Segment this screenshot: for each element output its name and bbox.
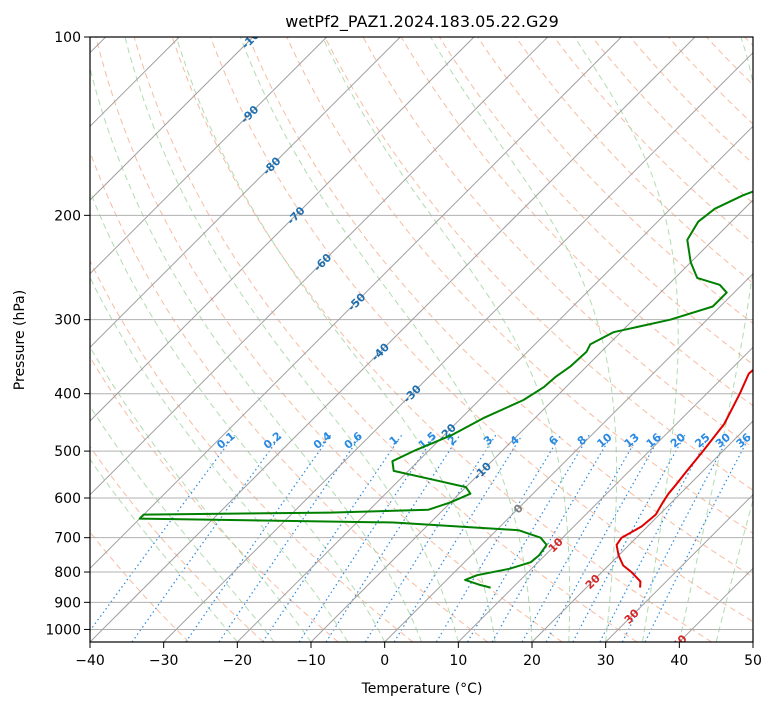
mixing-ratio-line (621, 434, 731, 642)
dry-adiabat-line (90, 259, 414, 642)
sounding-series (138, 190, 753, 589)
moist-adiabat-line (90, 405, 275, 642)
y-tick-label: 700 (54, 531, 81, 547)
y-tick-label: 400 (54, 387, 81, 403)
isotherm-line (236, 125, 753, 642)
x-tick-label: 30 (597, 653, 615, 669)
axis-ticks: −40 −30 −20 −10 0 10 20 30 40 50 100 200 300 400 500 60… (45, 30, 762, 669)
isotherm-line (531, 420, 753, 642)
isotherm-line (310, 199, 753, 642)
mixing-ratio-line (435, 434, 562, 642)
y-tick-label: 1000 (45, 622, 81, 638)
moist-adiabat-line (678, 37, 753, 642)
dry-adiabat-line (400, 37, 753, 407)
isotherm-label: 40 (670, 632, 690, 652)
mixing-ratio-line (545, 434, 662, 642)
x-tick-label: −10 (296, 653, 326, 669)
mixing-ratio-line (572, 434, 686, 642)
isotherm-line (384, 272, 753, 642)
isotherm-line (90, 37, 475, 422)
mixing-ratio-line (298, 434, 436, 642)
x-tick-label: 10 (449, 653, 467, 669)
dry-adiabat-line (591, 37, 753, 204)
dry-adiabat-line (95, 37, 563, 642)
x-tick-label: −30 (149, 653, 179, 669)
dry-adiabat-line (324, 37, 753, 491)
temperature-series-line (615, 368, 753, 588)
dry-adiabat-line (477, 37, 753, 325)
moist-adiabat-line (430, 37, 617, 642)
isotherm-line (90, 37, 622, 570)
moist-adiabat-line (574, 37, 679, 642)
y-axis-title: Pressure (hPa) (12, 290, 28, 390)
moist-adiabat-line (90, 276, 349, 642)
x-tick-label: 0 (380, 653, 389, 669)
moist-adiabat-line (322, 37, 571, 642)
y-tick-label: 300 (54, 313, 81, 329)
mixing-ratio-line (185, 434, 332, 642)
isotherm-line (90, 37, 401, 349)
dry-adiabat-line (90, 445, 264, 642)
moist-adiabat-line (90, 65, 422, 642)
mixing-ratio-line (644, 434, 751, 642)
isotherm-line (605, 493, 753, 642)
dry-adiabat-line (171, 37, 712, 642)
moist-adiabat-line (90, 189, 386, 642)
dry-adiabat-line (248, 37, 753, 578)
isotherm-line (90, 37, 254, 201)
isotherm-line (90, 37, 696, 642)
moist-adiabat-line (715, 498, 753, 642)
background-lines (90, 37, 753, 642)
x-tick-label: 20 (523, 653, 541, 669)
x-tick-label: −40 (75, 653, 105, 669)
y-tick-label: 600 (54, 491, 81, 507)
moist-adiabat-line (90, 458, 238, 642)
isotherm-line (163, 51, 753, 642)
moist-adiabat-line (239, 37, 533, 642)
isotherm-line (90, 37, 549, 496)
chart-title: wetPf2_PAZ1.2024.183.05.22.G29 (285, 12, 559, 32)
mixing-ratio-line (521, 434, 640, 642)
y-tick-label: 500 (54, 444, 81, 460)
isotherm-line (90, 37, 328, 275)
dewpoint-series-line (138, 190, 753, 589)
x-tick-label: −20 (223, 653, 253, 669)
moist-adiabat-line (124, 37, 459, 642)
mixing-ratio-line (491, 434, 613, 642)
dry-adiabat-line (133, 37, 638, 642)
y-tick-label: 100 (54, 30, 81, 46)
y-tick-label: 800 (54, 565, 81, 581)
moist-adiabat-line (175, 37, 496, 642)
dry-adiabat-line (210, 37, 753, 623)
dry-adiabat-line (629, 37, 753, 165)
plot-frame (89, 36, 754, 643)
x-tick-label: 40 (670, 653, 688, 669)
mixing-ratio-line (599, 434, 710, 642)
mixing-ratio-line (262, 434, 403, 642)
dry-adiabat-line (515, 37, 753, 284)
y-tick-label: 200 (54, 208, 81, 224)
y-tick-label: 900 (54, 595, 81, 611)
x-tick-label: 50 (744, 653, 762, 669)
isotherm-line (457, 346, 753, 642)
x-axis-title: Temperature (°C) (361, 681, 483, 697)
